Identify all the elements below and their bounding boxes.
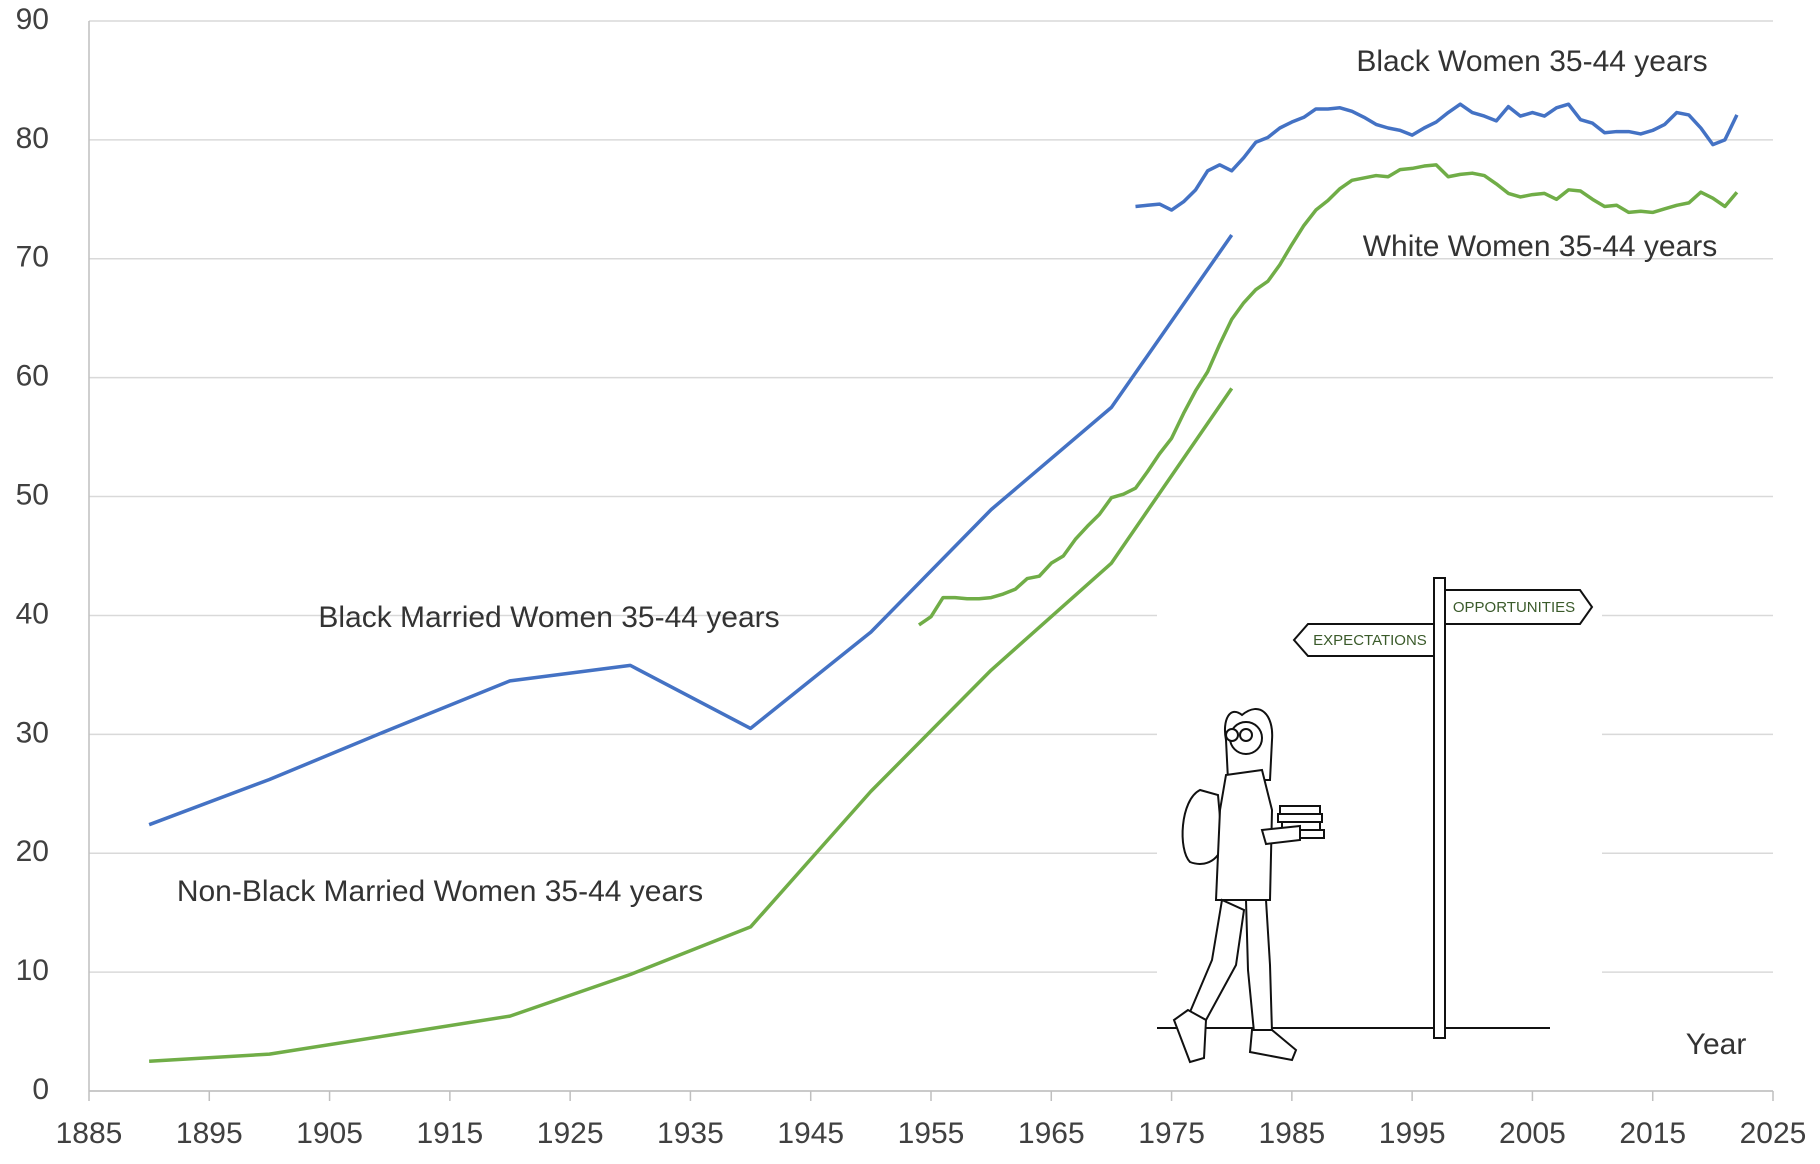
series-label: Black Married Women 35-44 years <box>318 601 779 634</box>
y-tick-label: 30 <box>16 716 49 749</box>
y-tick-label: 20 <box>16 835 49 868</box>
y-tick-label: 80 <box>16 122 49 155</box>
x-tick-label: 1975 <box>1138 1117 1205 1150</box>
x-tick-label: 1955 <box>898 1117 965 1150</box>
y-tick-label: 10 <box>16 954 49 987</box>
x-tick-label: 1905 <box>296 1117 363 1150</box>
y-tick-label: 50 <box>16 478 49 511</box>
y-tick-label: 0 <box>32 1073 49 1106</box>
chart: 0 10 20 30 40 50 60 70 80 90 1885 1895 1905 1915 1925 1… <box>0 0 1820 1164</box>
x-tick-label: 1945 <box>777 1117 844 1150</box>
x-tick-label: 1995 <box>1379 1117 1446 1150</box>
x-tick-label: 1985 <box>1258 1117 1325 1150</box>
x-tick-label: 1895 <box>176 1117 243 1150</box>
x-tick-label: 1885 <box>56 1117 123 1150</box>
x-tick-label: 1915 <box>416 1117 483 1150</box>
y-tick-label: 60 <box>16 360 49 393</box>
x-tick-label: 2025 <box>1740 1117 1807 1150</box>
series-label: White Women 35-44 years <box>1363 230 1718 263</box>
series-line <box>149 388 1232 1061</box>
illustration: OPPORTUNITIES EXPECTATIONS <box>1157 573 1602 1069</box>
page: {"chart_data": {"type": "line", "x_label… <box>0 0 1820 1164</box>
sign-pole <box>1434 578 1445 1038</box>
y-tick-label: 90 <box>16 3 49 36</box>
series-label: Non-Black Married Women 35-44 years <box>177 875 703 908</box>
series-line <box>1135 104 1736 210</box>
x-tick-label: 1925 <box>537 1117 604 1150</box>
x-tick-label: 2005 <box>1499 1117 1566 1150</box>
series-label: Black Women 35-44 years <box>1356 45 1707 78</box>
sign-label: EXPECTATIONS <box>1313 632 1427 649</box>
y-tick-label: 70 <box>16 241 49 274</box>
x-tick-label: 1935 <box>657 1117 724 1150</box>
x-axis-label: Year <box>1686 1028 1747 1061</box>
x-tick-label: 2015 <box>1619 1117 1686 1150</box>
x-tick-label: 1965 <box>1018 1117 1085 1150</box>
series-line <box>149 235 1232 825</box>
sign-label: OPPORTUNITIES <box>1453 599 1575 616</box>
y-tick-label: 40 <box>16 597 49 630</box>
